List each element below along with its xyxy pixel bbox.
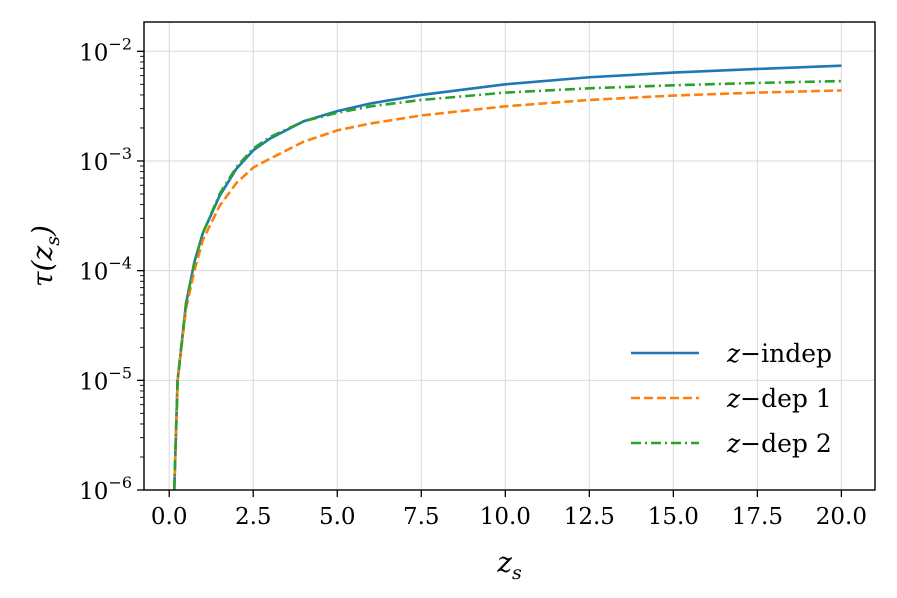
x-tick-label: 12.5: [564, 504, 615, 530]
axis-ticks: [137, 50, 843, 497]
x-tick-label: 2.5: [235, 504, 272, 530]
legend-label-3: z−dep 2: [726, 429, 832, 458]
legend-label-1: z−indep: [726, 339, 832, 368]
y-tick-label: 10−3: [79, 144, 132, 176]
series-line-2: [172, 89, 842, 490]
axis-labels: 0.0 2.5 5.0 7.5 10.0 12.5 15.0 17.5 20.0 10−6 10−5…: [26, 34, 867, 584]
plot-frame: [143, 21, 876, 491]
x-tick-label: 7.5: [403, 504, 440, 530]
y-tick-label: 10−5: [79, 363, 132, 395]
x-tick-label: 20.0: [816, 504, 867, 530]
series-lines: [172, 64, 842, 490]
grid: [144, 22, 875, 490]
x-tick-label: 15.0: [648, 504, 699, 530]
x-axis-label: zs: [496, 546, 522, 584]
y-tick-label: 10−2: [79, 34, 132, 66]
legend-label-2: z−dep 1: [726, 384, 832, 413]
x-tick-label: 0.0: [151, 504, 188, 530]
x-tick-label: 17.5: [732, 504, 783, 530]
y-tick-label: 10−4: [79, 254, 132, 286]
legend: z−indep z−dep 1 z−dep 2: [631, 339, 832, 458]
y-tick-label: 10−6: [79, 473, 132, 505]
series-line-3: [172, 79, 842, 490]
y-axis-label: τ(zs): [26, 225, 64, 287]
x-tick-label: 10.0: [480, 504, 531, 530]
x-tick-label: 5.0: [319, 504, 356, 530]
